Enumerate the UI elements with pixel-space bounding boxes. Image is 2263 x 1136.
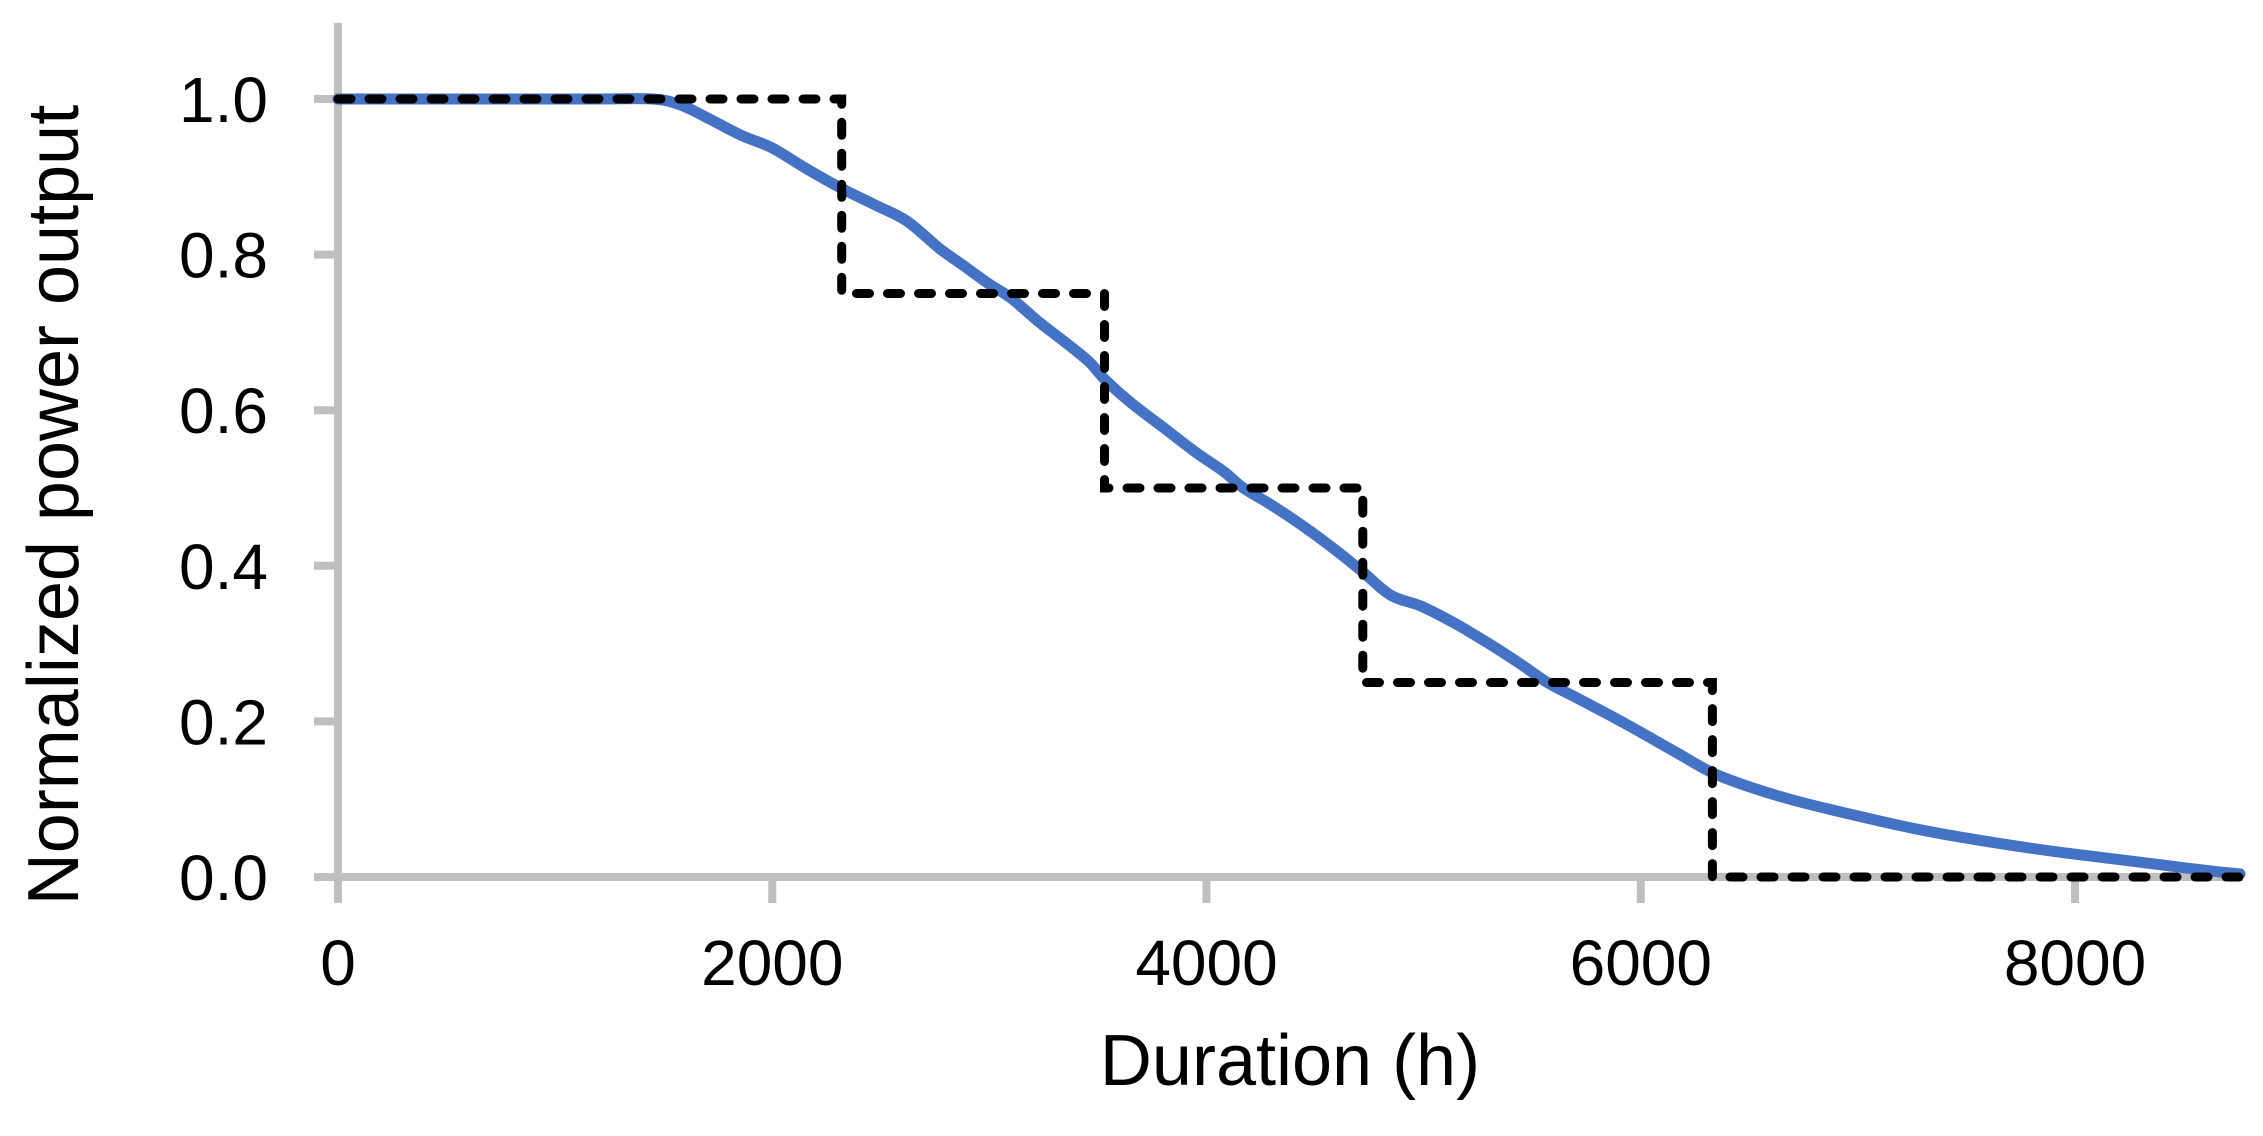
x-tick-labels: 0 2000 4000 6000 8000 [320, 927, 2146, 999]
x-tick-label: 4000 [1135, 927, 1277, 999]
y-tick-label: 0.2 [179, 686, 268, 758]
x-tick-label: 6000 [1570, 927, 1712, 999]
x-tick-label: 2000 [701, 927, 843, 999]
y-tick-marks [314, 95, 342, 881]
axes [314, 23, 2243, 903]
x-tick-label: 0 [320, 927, 356, 999]
y-tick-label: 0.6 [179, 375, 268, 447]
y-axis-title: Normalized power output [14, 105, 94, 905]
y-tick-label: 0.4 [179, 531, 268, 603]
y-tick-label: 0.8 [179, 220, 268, 292]
y-tick-label: 0.0 [179, 842, 268, 914]
x-axis-title: Duration (h) [1100, 1021, 1480, 1101]
y-tick-labels: 1.0 0.8 0.6 0.4 0.2 0.0 [179, 64, 268, 914]
y-tick-label: 1.0 [179, 64, 268, 136]
duration-curve-line [332, 93, 2246, 880]
step-approximation-line [333, 94, 2245, 882]
x-tick-label: 8000 [2004, 927, 2146, 999]
